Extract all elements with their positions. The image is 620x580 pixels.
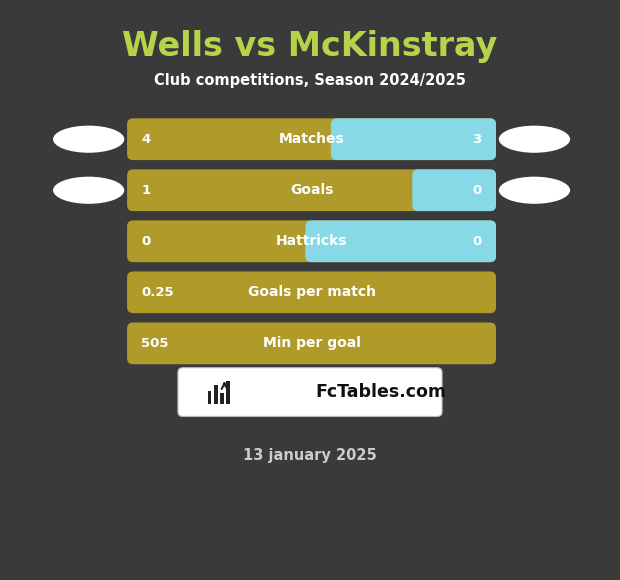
FancyBboxPatch shape — [127, 271, 496, 313]
Text: 505: 505 — [141, 337, 169, 350]
FancyBboxPatch shape — [214, 385, 218, 404]
FancyBboxPatch shape — [305, 220, 496, 262]
Text: 4: 4 — [141, 133, 151, 146]
Ellipse shape — [498, 177, 570, 204]
Text: 0: 0 — [472, 235, 482, 248]
FancyBboxPatch shape — [412, 169, 496, 211]
Text: 0.25: 0.25 — [141, 286, 174, 299]
Text: Goals per match: Goals per match — [247, 285, 376, 299]
FancyBboxPatch shape — [127, 169, 496, 211]
FancyBboxPatch shape — [127, 118, 496, 160]
FancyBboxPatch shape — [178, 368, 442, 416]
FancyBboxPatch shape — [127, 322, 496, 364]
FancyBboxPatch shape — [127, 220, 496, 262]
Text: Min per goal: Min per goal — [263, 336, 360, 350]
FancyBboxPatch shape — [220, 393, 224, 404]
FancyBboxPatch shape — [208, 391, 211, 404]
Text: Goals: Goals — [290, 183, 333, 197]
Text: Matches: Matches — [278, 132, 345, 146]
Text: 0: 0 — [141, 235, 151, 248]
FancyBboxPatch shape — [331, 118, 496, 160]
Text: Club competitions, Season 2024/2025: Club competitions, Season 2024/2025 — [154, 72, 466, 88]
Ellipse shape — [498, 126, 570, 153]
Text: 1: 1 — [141, 184, 151, 197]
FancyBboxPatch shape — [226, 380, 230, 404]
Ellipse shape — [53, 126, 124, 153]
Text: 13 january 2025: 13 january 2025 — [243, 448, 377, 463]
Text: 3: 3 — [472, 133, 482, 146]
Text: FcTables.com: FcTables.com — [315, 383, 446, 401]
Text: 0: 0 — [472, 184, 482, 197]
Text: Wells vs McKinstray: Wells vs McKinstray — [122, 30, 498, 63]
Ellipse shape — [53, 177, 124, 204]
Text: Hattricks: Hattricks — [276, 234, 347, 248]
